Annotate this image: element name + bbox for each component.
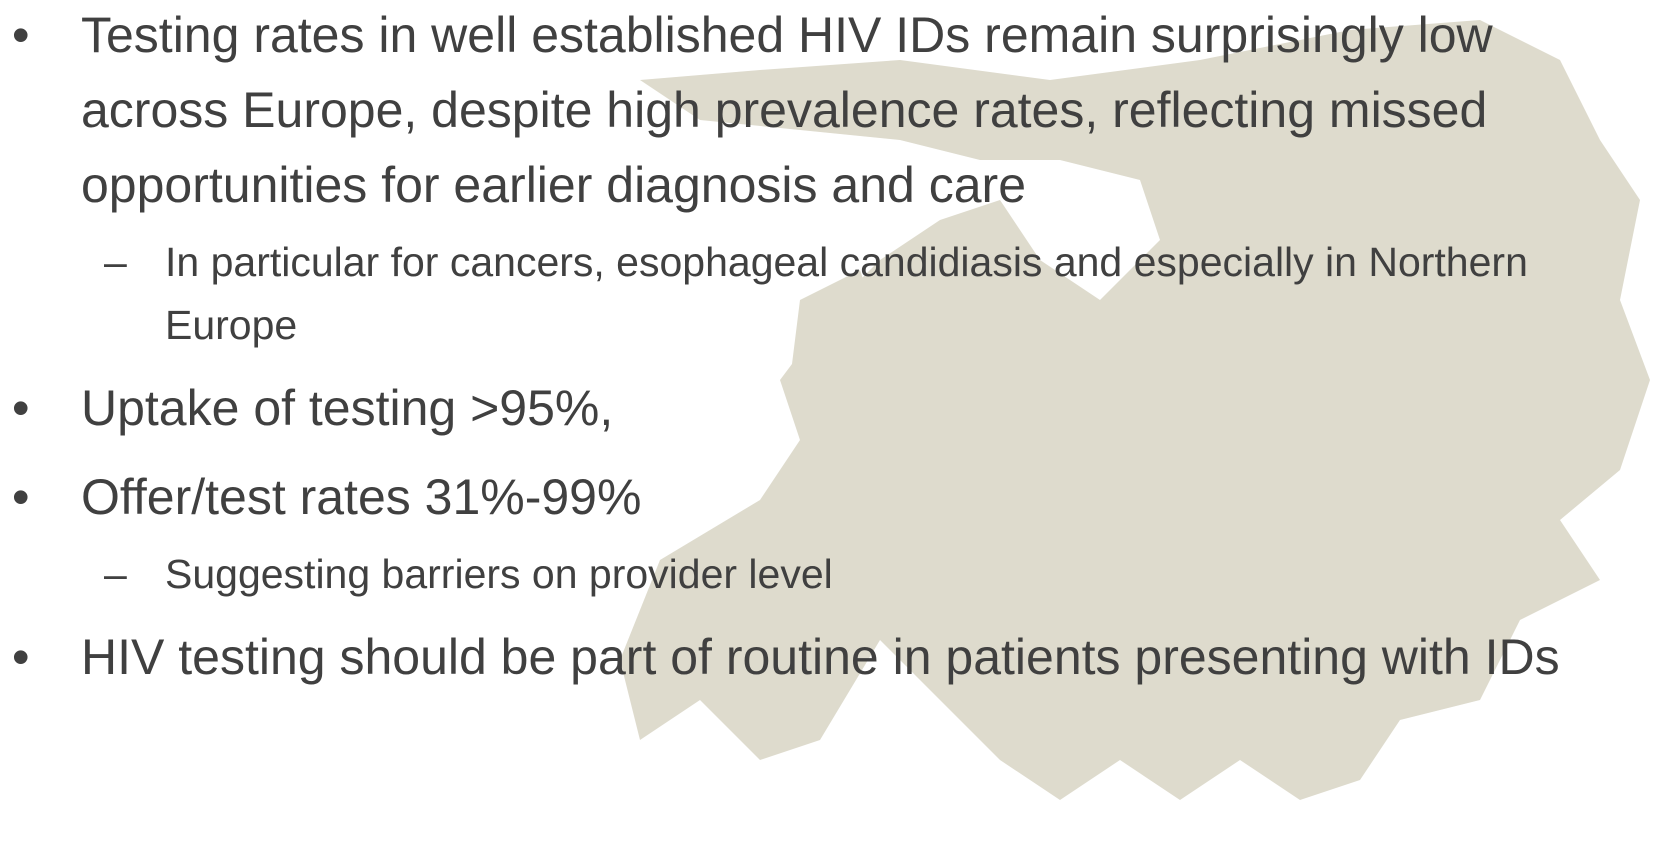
bullet-marker: –: [104, 239, 127, 285]
bullet-text: Testing rates in well established HIV ID…: [81, 7, 1493, 213]
sub-bullet: – Suggesting barriers on provider level: [0, 543, 1659, 606]
bullet-text: Uptake of testing >95%,: [81, 380, 614, 436]
bullet-text: Offer/test rates 31%-99%: [81, 469, 642, 525]
bullet-text: In particular for cancers, esophageal ca…: [165, 239, 1528, 348]
map-shape: [620, 20, 1650, 800]
bullet: • Testing rates in well established HIV I…: [0, 0, 1659, 223]
bullet-marker: •: [12, 469, 30, 525]
bullet-list: • Testing rates in well established HIV I…: [0, 0, 1659, 695]
bullet-text: HIV testing should be part of routine in…: [81, 629, 1560, 685]
bullet: • Uptake of testing >95%,: [0, 371, 1659, 446]
bullet-marker: •: [12, 7, 30, 63]
bullet-marker: •: [12, 380, 30, 436]
bullet-marker: –: [104, 551, 127, 597]
bullet: • HIV testing should be part of routine i…: [0, 620, 1659, 695]
bullet-marker: •: [12, 629, 30, 685]
sub-bullet: – In particular for cancers, esophageal c…: [0, 231, 1659, 357]
bullet: • Offer/test rates 31%-99%: [0, 460, 1659, 535]
map-island: [790, 270, 880, 440]
bullet-text: Suggesting barriers on provider level: [165, 551, 833, 597]
